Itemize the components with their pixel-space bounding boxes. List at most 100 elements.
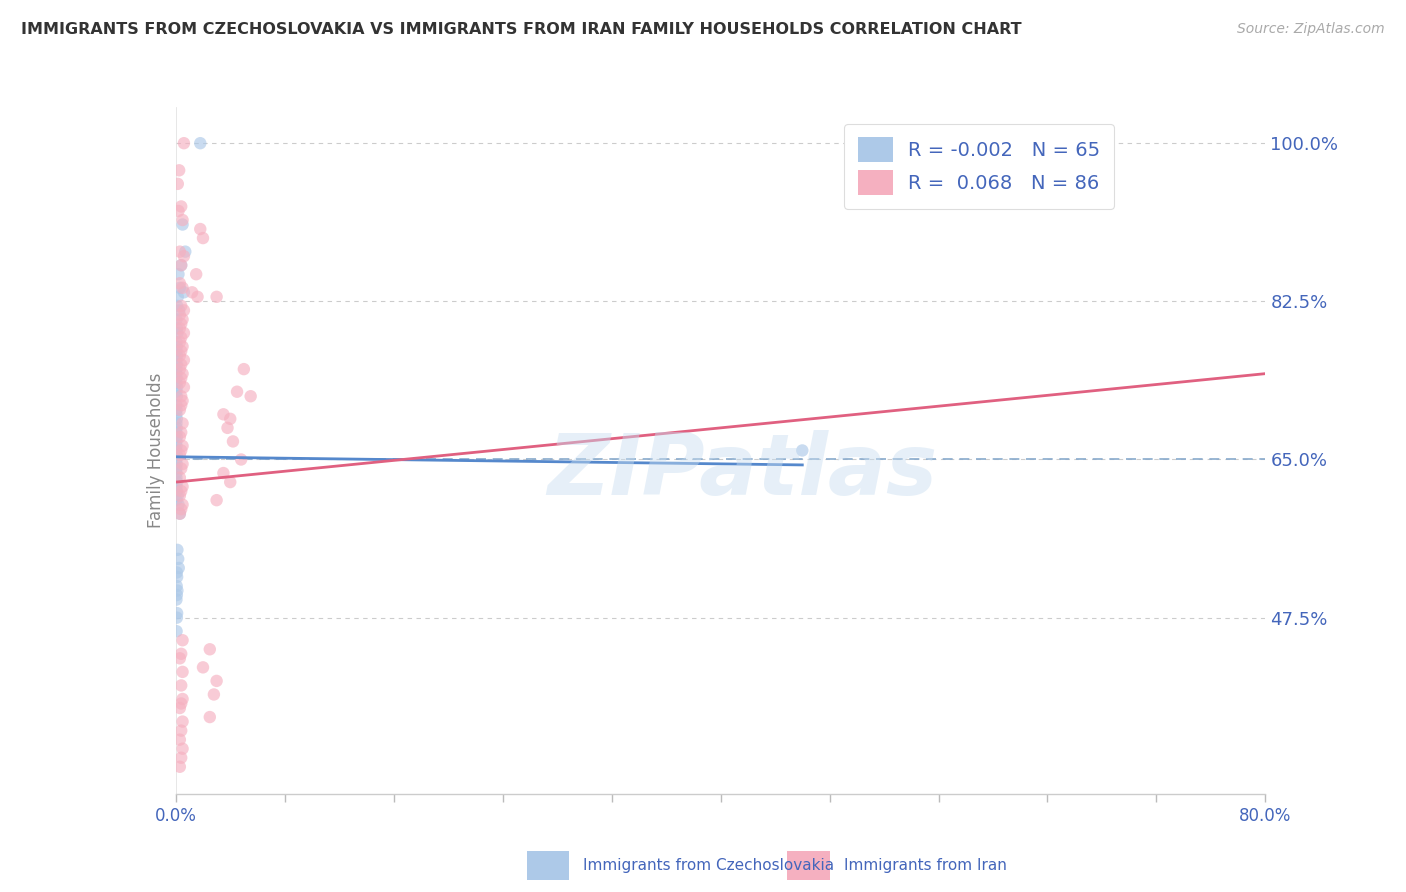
Point <box>170 358 193 372</box>
Point <box>173 326 195 340</box>
Text: ZIPatlas: ZIPatlas <box>547 430 938 513</box>
Point <box>166 326 188 340</box>
Point <box>166 484 188 499</box>
Point <box>219 412 242 426</box>
Point <box>169 321 191 335</box>
Point <box>205 290 228 304</box>
Point <box>172 633 194 648</box>
Point <box>172 457 194 471</box>
Point <box>165 592 187 607</box>
Point <box>170 647 193 661</box>
Point <box>169 507 191 521</box>
Point <box>191 660 214 674</box>
Point <box>166 583 188 598</box>
Point <box>170 723 193 738</box>
Point <box>166 349 188 363</box>
Point <box>170 750 193 764</box>
Point <box>166 402 188 417</box>
Point <box>186 267 208 281</box>
Point <box>170 389 193 403</box>
Point <box>169 489 191 503</box>
Point <box>170 199 193 213</box>
Point <box>165 384 187 399</box>
Point <box>172 741 194 756</box>
Point <box>172 393 194 408</box>
Point <box>170 258 193 272</box>
Point <box>170 398 193 412</box>
Point <box>205 493 228 508</box>
Point <box>165 434 187 449</box>
Point <box>239 389 262 403</box>
Legend: R = -0.002   N = 65, R =  0.068   N = 86: R = -0.002 N = 65, R = 0.068 N = 86 <box>844 124 1114 209</box>
Point <box>170 678 193 692</box>
Point <box>165 367 187 381</box>
Point <box>166 380 188 394</box>
Point <box>166 579 188 593</box>
Point <box>174 244 197 259</box>
Point <box>170 502 193 516</box>
Point <box>165 493 187 508</box>
Point <box>165 312 187 326</box>
Point <box>170 317 193 331</box>
Point <box>222 434 245 449</box>
Point <box>166 299 188 313</box>
Point <box>170 299 193 313</box>
Point <box>202 688 225 702</box>
Point <box>167 303 190 318</box>
Point <box>170 425 193 440</box>
Point <box>165 470 187 484</box>
Point <box>170 371 193 385</box>
Point <box>186 290 209 304</box>
Point <box>166 430 188 444</box>
Point <box>172 367 194 381</box>
Point <box>219 475 242 489</box>
Point <box>172 213 194 227</box>
Text: Immigrants from Iran: Immigrants from Iran <box>844 858 1007 872</box>
Point <box>169 281 191 295</box>
Point <box>172 312 194 326</box>
Point <box>212 466 235 480</box>
Point <box>169 402 191 417</box>
Point <box>169 349 191 363</box>
Point <box>166 624 188 639</box>
Point <box>172 498 194 512</box>
Point <box>165 417 187 431</box>
Point <box>198 642 221 657</box>
Point <box>792 443 814 458</box>
Point <box>205 673 228 688</box>
Point <box>165 452 187 467</box>
Point <box>167 498 190 512</box>
Point <box>165 407 187 421</box>
FancyBboxPatch shape <box>527 851 569 880</box>
Point <box>166 457 188 471</box>
Point <box>172 665 194 679</box>
Point <box>226 384 249 399</box>
Point <box>166 466 188 480</box>
Point <box>166 321 188 335</box>
Point <box>212 407 235 421</box>
Point <box>173 285 195 300</box>
Point <box>166 389 188 403</box>
Point <box>166 371 188 385</box>
Point <box>169 701 191 715</box>
Point <box>191 231 214 245</box>
Y-axis label: Family Households: Family Households <box>146 373 165 528</box>
Point <box>166 606 188 620</box>
Point <box>173 303 195 318</box>
Point <box>169 334 191 349</box>
Point <box>165 353 187 368</box>
Point <box>231 452 253 467</box>
Point <box>172 339 194 353</box>
Point <box>169 277 191 291</box>
Point <box>172 281 194 295</box>
Point <box>170 258 193 272</box>
Point <box>169 376 191 390</box>
Point <box>169 244 191 259</box>
Point <box>173 249 195 263</box>
Point <box>165 376 187 390</box>
Point <box>165 334 187 349</box>
Point <box>232 362 254 376</box>
Point <box>172 714 194 729</box>
Point <box>165 461 187 475</box>
Text: Source: ZipAtlas.com: Source: ZipAtlas.com <box>1237 22 1385 37</box>
